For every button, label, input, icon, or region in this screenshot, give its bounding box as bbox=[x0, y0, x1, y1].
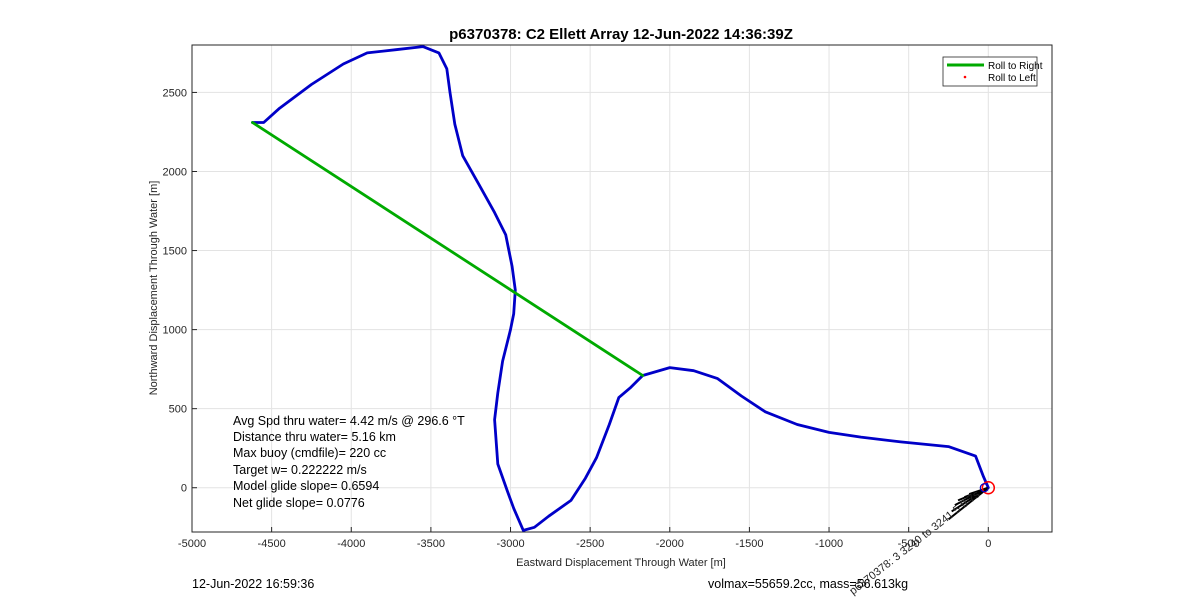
y-tick-label: 2000 bbox=[163, 166, 187, 178]
plot-frame bbox=[191, 44, 1053, 533]
footer-date: 12-Jun-2022 16:59:36 bbox=[192, 577, 314, 591]
origin-marker bbox=[981, 480, 996, 495]
stat-net-glide: Net glide slope= 0.0776 bbox=[233, 496, 365, 510]
stat-max-buoy: Max buoy (cmdfile)= 220 cc bbox=[233, 446, 386, 460]
grid bbox=[191, 45, 1052, 532]
y-tick-label: 2500 bbox=[163, 87, 187, 99]
dive-vector-line bbox=[968, 486, 989, 496]
x-tick-label: -500 bbox=[898, 538, 920, 550]
x-tick-label: -5000 bbox=[178, 538, 206, 550]
y-tick-label: 0 bbox=[181, 483, 187, 495]
x-tick-label: -3000 bbox=[496, 538, 524, 550]
x-tick-label: -4000 bbox=[337, 538, 365, 550]
series-glider-track-line bbox=[251, 45, 990, 532]
legend-label-roll-left: Roll to Left bbox=[988, 73, 1036, 84]
tick-labels: -5000 -4500 -4000 -3500 -3000 -2500 -2000 -1500… bbox=[163, 87, 992, 550]
x-tick-label: 0 bbox=[985, 538, 991, 550]
y-tick-label: 1500 bbox=[163, 246, 187, 258]
y-axis-label: Northward Displacement Through Water [m] bbox=[148, 181, 160, 396]
stat-model-glide: Model glide slope= 0.6594 bbox=[233, 479, 379, 493]
y-tick-label: 1000 bbox=[163, 325, 187, 337]
stat-avg-speed: Avg Spd thru water= 4.42 m/s @ 296.6 °T bbox=[233, 414, 465, 428]
footer-volume: volmax=55659.2cc, mass=56.613kg bbox=[708, 577, 908, 591]
stat-distance: Distance thru water= 5.16 km bbox=[233, 430, 396, 444]
chart-title: p6370378: C2 Ellett Array 12-Jun-2022 14… bbox=[449, 26, 793, 43]
stats-block: Avg Spd thru water= 4.42 m/s @ 296.6 °T … bbox=[233, 414, 465, 510]
legend-label-roll-right: Roll to Right bbox=[988, 61, 1043, 72]
x-tick-label: -1500 bbox=[735, 538, 763, 550]
x-tick-label: -4500 bbox=[258, 538, 286, 550]
legend: Roll to Right Roll to Left bbox=[942, 56, 1043, 87]
x-tick-label: -2000 bbox=[656, 538, 684, 550]
x-tick-label: -2500 bbox=[576, 538, 604, 550]
x-tick-label: -3500 bbox=[417, 538, 445, 550]
legend-swatch-roll-left bbox=[963, 75, 967, 79]
y-tick-label: 500 bbox=[169, 404, 187, 416]
x-axis-label: Eastward Displacement Through Water [m] bbox=[516, 557, 726, 569]
stat-target-w: Target w= 0.222222 m/s bbox=[233, 463, 367, 477]
origin-inner-marker bbox=[979, 483, 989, 493]
series-roll-to-right-line bbox=[251, 121, 645, 377]
x-tick-label: -1000 bbox=[815, 538, 843, 550]
